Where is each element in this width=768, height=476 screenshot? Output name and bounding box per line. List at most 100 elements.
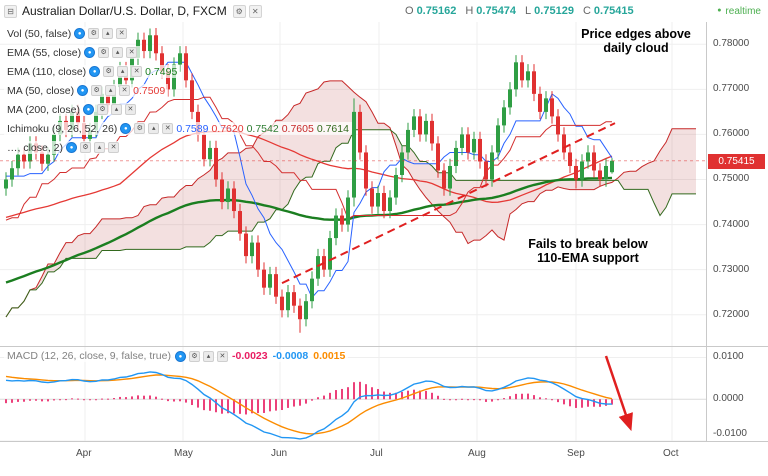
close-icon[interactable]: ✕: [124, 104, 136, 115]
macd-axis-label: 0.0000: [713, 393, 744, 405]
close-icon[interactable]: ✕: [108, 142, 120, 153]
indicator-label: Vol (50, false): [7, 27, 72, 40]
gear-icon[interactable]: ⚙: [91, 85, 103, 96]
indicator-label: EMA (110, close): [7, 65, 87, 78]
annotation-line: Price edges above: [581, 27, 691, 41]
annotation-line: 110-EMA support: [537, 251, 639, 266]
price-axis-label: 0.72000: [713, 308, 750, 320]
price-axis-label: 0.77000: [713, 83, 750, 95]
indicator-value: 0.7509: [133, 84, 166, 97]
indicator-label: …, close, 2): [7, 141, 64, 154]
eye-icon[interactable]: ●: [77, 85, 89, 96]
realtime-status: ● realtime: [717, 0, 761, 22]
macd-histogram: [5, 381, 613, 415]
arrow-up-icon[interactable]: ▴: [110, 104, 122, 115]
indicator-value: 0.7614: [316, 122, 349, 135]
indicator-value: 0.7620: [211, 122, 244, 135]
gear-icon[interactable]: ⚙: [96, 104, 108, 115]
ohlc-readout: O 0.75162 H 0.75474 L 0.75129 C 0.75415: [396, 0, 634, 22]
eye-icon[interactable]: ●: [66, 142, 78, 153]
macd-legend-row[interactable]: MACD (12, 26, close, 9, false, true) ● ⚙ ▴…: [4, 350, 349, 362]
chart-header: ⊟ Australian Dollar/U.S. Dollar, D, FXCM…: [0, 0, 768, 22]
eye-icon[interactable]: ●: [82, 104, 94, 115]
arrow-up-icon[interactable]: ▴: [102, 28, 114, 39]
close-icon[interactable]: ✕: [119, 85, 131, 96]
indicator-label: MA (200, close): [7, 103, 80, 116]
ohlc-value: 0.75162: [416, 5, 457, 17]
time-axis-label: Jul: [370, 448, 383, 459]
indicator-legend-row[interactable]: …, close, 2) ● ⚙ ▴ ✕: [4, 141, 123, 154]
realtime-dot-icon: ●: [717, 7, 722, 14]
close-icon[interactable]: ✕: [126, 47, 138, 58]
gear-icon[interactable]: ⚙: [103, 66, 115, 77]
gear-icon[interactable]: ⚙: [98, 47, 110, 58]
indicator-value: 0.7495: [145, 65, 178, 78]
pane-separator[interactable]: [0, 346, 768, 347]
close-icon[interactable]: ✕: [248, 4, 262, 18]
text-annotation-ema-support[interactable]: Fails to break below 110-EMA support: [510, 237, 666, 266]
eye-icon[interactable]: ●: [84, 47, 96, 58]
indicator-legend-row[interactable]: EMA (110, close) ● ⚙ ▴ ✕ 0.7495: [4, 65, 181, 78]
close-icon[interactable]: ✕: [162, 123, 174, 134]
indicator-value: 0.7542: [246, 122, 279, 135]
price-axis-label: 0.76000: [713, 128, 750, 140]
gear-icon[interactable]: ⚙: [80, 142, 92, 153]
macd-value: -0.0008: [272, 350, 309, 362]
macd-lines: [5, 371, 613, 440]
time-axis[interactable]: Apr May Jun Jul Aug Sep Oct: [0, 441, 768, 476]
ohlc-label: H: [465, 5, 474, 17]
price-axis[interactable]: 0.75415 0.78000 0.77000 0.76000 0.75000 0.74…: [706, 22, 768, 441]
indicator-value: 0.7589: [176, 122, 209, 135]
indicator-legend-row[interactable]: Ichimoku (9, 26, 52, 26) ● ⚙ ▴ ✕ 0.7589 0.7620…: [4, 122, 352, 135]
eye-icon[interactable]: ●: [89, 66, 101, 77]
macd-value: -0.0023: [231, 350, 268, 362]
eye-icon[interactable]: ●: [174, 350, 186, 362]
close-icon[interactable]: ✕: [116, 28, 128, 39]
time-axis-label: Aug: [468, 448, 486, 459]
eye-icon[interactable]: ●: [74, 28, 86, 39]
indicator-value: 0.7605: [281, 122, 314, 135]
eye-icon[interactable]: ●: [120, 123, 132, 134]
indicator-legend: Vol (50, false) ● ⚙ ▴ ✕ EMA (55, close) ● ⚙ ▴ ✕ EM…: [4, 27, 352, 160]
ohlc-label: L: [525, 5, 532, 17]
time-axis-label: Sep: [567, 448, 585, 459]
overlay-lines: [5, 61, 613, 299]
arrow-up-icon[interactable]: ▴: [94, 142, 106, 153]
symbol-title[interactable]: Australian Dollar/U.S. Dollar, D, FXCM: [22, 4, 227, 18]
ohlc-value: 0.75474: [476, 5, 517, 17]
ohlc-value: 0.75415: [593, 5, 634, 17]
time-axis-label: Oct: [663, 448, 679, 459]
macd-legend-label[interactable]: MACD (12, 26, close, 9, false, true): [7, 350, 171, 362]
last-price-badge: 0.75415: [708, 153, 765, 169]
indicator-label: EMA (55, close): [7, 46, 82, 59]
text-annotation-cloud[interactable]: Price edges above daily cloud: [560, 27, 712, 56]
indicator-legend-row[interactable]: MA (200, close) ● ⚙ ▴ ✕: [4, 103, 139, 116]
collapse-legend-icon[interactable]: ⊟: [4, 4, 17, 18]
macd-value: 0.0015: [313, 350, 346, 362]
arrow-drawing[interactable]: [604, 355, 633, 432]
indicator-legend-row[interactable]: Vol (50, false) ● ⚙ ▴ ✕: [4, 27, 131, 40]
indicator-legend-row[interactable]: MA (50, close) ● ⚙ ▴ ✕ 0.7509: [4, 84, 169, 97]
arrow-up-icon[interactable]: ▴: [105, 85, 117, 96]
indicator-label: Ichimoku (9, 26, 52, 26): [7, 122, 118, 135]
indicator-label: MA (50, close): [7, 84, 75, 97]
arrow-up-icon[interactable]: ▴: [202, 350, 214, 362]
indicator-legend-row[interactable]: EMA (55, close) ● ⚙ ▴ ✕: [4, 46, 141, 59]
gear-icon[interactable]: ⚙: [134, 123, 146, 134]
macd-axis-label: 0.0100: [713, 351, 744, 363]
gear-icon[interactable]: ⚙: [88, 28, 100, 39]
ohlc-value: 0.75129: [534, 5, 574, 17]
macd-axis-label: -0.0100: [713, 428, 747, 439]
time-axis-label: Apr: [76, 448, 92, 459]
close-icon[interactable]: ✕: [216, 350, 228, 362]
annotation-line: daily cloud: [603, 41, 669, 56]
gear-icon[interactable]: ⚙: [188, 350, 200, 362]
arrow-up-icon[interactable]: ▴: [148, 123, 160, 134]
settings-icon[interactable]: ⚙: [232, 4, 246, 18]
trendline-drawing[interactable]: [281, 122, 616, 285]
arrow-up-icon[interactable]: ▴: [112, 47, 124, 58]
close-icon[interactable]: ✕: [131, 66, 143, 77]
arrow-up-icon[interactable]: ▴: [117, 66, 129, 77]
